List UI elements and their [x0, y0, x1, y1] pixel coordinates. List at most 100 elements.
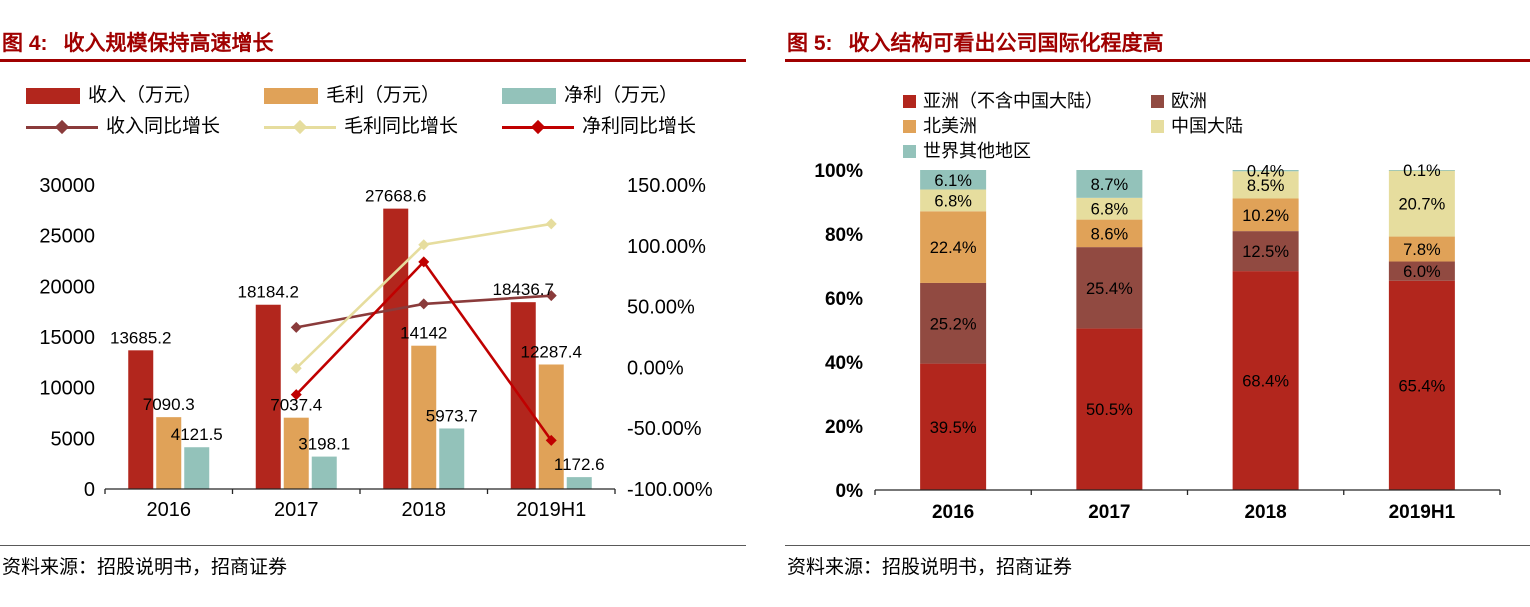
bar-data-label: 18436.7 [493, 280, 554, 299]
stacked-bar-segment [1076, 197, 1143, 220]
bar [184, 447, 210, 489]
segment-data-label: 6.8% [1091, 201, 1129, 219]
segment-data-label: 6.0% [1403, 263, 1441, 281]
legend-item: 净利（万元） [502, 84, 740, 108]
left-axis-tick-label: 0 [84, 479, 95, 501]
legend-swatch [1151, 94, 1164, 108]
legend-swatch [1151, 119, 1164, 133]
legend-item: 收入同比增长 [26, 115, 264, 139]
segment-data-label: 8.7% [1091, 176, 1129, 194]
left-axis-tick-label: 30000 [39, 175, 95, 197]
line-diamond-marker [290, 389, 302, 401]
legend-label: 中国大陆 [1171, 116, 1243, 136]
legend-item: 中国大陆 [1151, 115, 1371, 137]
stacked-bar-segment [920, 282, 987, 364]
line-diamond-marker [545, 290, 557, 302]
bar [156, 417, 182, 489]
right-axis-tick-label: 50.00% [627, 297, 695, 319]
bar [566, 477, 592, 489]
line-diamond-marker [418, 239, 430, 251]
y-axis-tick-label: 0% [836, 481, 864, 502]
bar-data-label: 3198.1 [298, 435, 350, 454]
x-axis-label: 2019H1 [1389, 502, 1456, 523]
bar [383, 208, 409, 489]
figure5-title-rule [785, 59, 1530, 62]
stacked-bar-segment [1076, 170, 1143, 198]
line-diamond-marker [545, 434, 557, 446]
y-axis-tick-label: 100% [814, 161, 863, 182]
figure5-label: 图 5: [787, 32, 833, 55]
figure4-title-text: 收入规模保持高速增长 [63, 32, 274, 55]
y-axis-tick-label: 20% [825, 417, 863, 438]
figure5-panel: 图 5: 收入结构可看出公司国际化程度高 亚洲（不含中国大陆） 欧洲北美洲 中国大陆世… [785, 0, 1530, 607]
legend-line-swatch [26, 119, 98, 135]
bar [128, 350, 154, 489]
legend-item: 净利同比增长 [502, 115, 740, 139]
bar-data-label: 18184.2 [238, 283, 299, 302]
legend-diamond-marker [292, 119, 308, 135]
bar-data-label: 5973.7 [426, 406, 478, 425]
legend-swatch [903, 119, 916, 133]
legend-item: 欧洲 [1151, 90, 1371, 112]
legend-diamond-marker [54, 119, 70, 135]
left-axis-tick-label: 20000 [39, 276, 95, 298]
bar [439, 428, 465, 489]
legend-swatch [903, 94, 916, 108]
x-axis-label: 2017 [1088, 502, 1130, 523]
bar-data-label: 12287.4 [521, 342, 582, 361]
figure5-chart: 39.5% 25.2% 22.4% 6.8% 6.1% 50.5% 25.4% 8.6% 6.8… [785, 148, 1530, 540]
left-axis-tick-label: 5000 [51, 428, 96, 450]
legend-diamond-marker [530, 119, 546, 135]
stacked-bar-segment [1232, 170, 1299, 172]
x-axis-label: 2016 [932, 502, 974, 523]
segment-data-label: 68.4% [1242, 373, 1289, 391]
segment-data-label: 25.4% [1086, 280, 1133, 298]
segment-data-label: 12.5% [1242, 243, 1289, 261]
stacked-bar-segment [920, 211, 987, 283]
segment-data-label: 0.1% [1403, 162, 1441, 180]
segment-data-label: 25.2% [930, 315, 977, 333]
stacked-bar-segment [1232, 231, 1299, 272]
legend-swatch [26, 88, 80, 104]
figure4-chart: 13685.2 18184.2 27668.6 18436.7 7090.3 7037.4… [0, 148, 746, 540]
bar-data-label: 13685.2 [110, 328, 171, 347]
segment-data-label: 0.4% [1247, 163, 1285, 181]
figure5-title-text: 收入结构可看出公司国际化程度高 [848, 32, 1164, 55]
segment-data-label: 22.4% [930, 239, 977, 257]
figure4-source: 资料来源：招股说明书，招商证券 [2, 557, 288, 578]
stacked-bar-segment [1388, 170, 1455, 237]
segment-data-label: 65.4% [1398, 377, 1445, 395]
legend-item: 亚洲（不含中国大陆） [903, 90, 1151, 112]
legend-item: 收入（万元） [26, 84, 264, 108]
stacked-bar-segment [920, 189, 987, 212]
segment-data-label: 39.5% [930, 419, 977, 437]
bar [411, 345, 437, 489]
legend-label: 北美洲 [923, 116, 977, 136]
bar-data-label: 27668.6 [365, 187, 426, 206]
x-axis-label: 2018 [402, 499, 447, 521]
legend-line-swatch [502, 119, 574, 135]
x-axis-label: 2016 [147, 499, 192, 521]
figure4-title: 图 4: 收入规模保持高速增长 [2, 27, 274, 57]
bar-data-label: 7090.3 [143, 395, 195, 414]
segment-data-label: 6.1% [934, 172, 972, 190]
stacked-bar-segment [1388, 170, 1455, 171]
bar [311, 456, 337, 489]
line-diamond-marker [290, 321, 302, 333]
legend-item: 世界其他地区 [903, 140, 1151, 162]
legend-label: 欧洲 [1171, 91, 1207, 111]
stacked-bar-segment [1388, 261, 1455, 281]
figure5-plot: 39.5% 25.2% 22.4% 6.8% 6.1% 50.5% 25.4% 8.6% 6.8… [814, 161, 1501, 523]
stacked-bar-segment [1076, 247, 1143, 329]
legend-item: 北美洲 [903, 115, 1151, 137]
figure4-source-rule [0, 545, 746, 546]
stacked-bar-segment [1388, 236, 1455, 262]
stacked-bar-segment [920, 170, 987, 190]
bar-data-label: 14142 [400, 324, 447, 343]
segment-data-label: 8.5% [1247, 177, 1285, 195]
line-diamond-marker [418, 298, 430, 310]
y-axis-tick-label: 60% [825, 289, 863, 310]
legend-label: 世界其他地区 [923, 141, 1031, 161]
legend-line-swatch [264, 119, 336, 135]
right-axis-tick-label: 0.00% [627, 357, 684, 379]
